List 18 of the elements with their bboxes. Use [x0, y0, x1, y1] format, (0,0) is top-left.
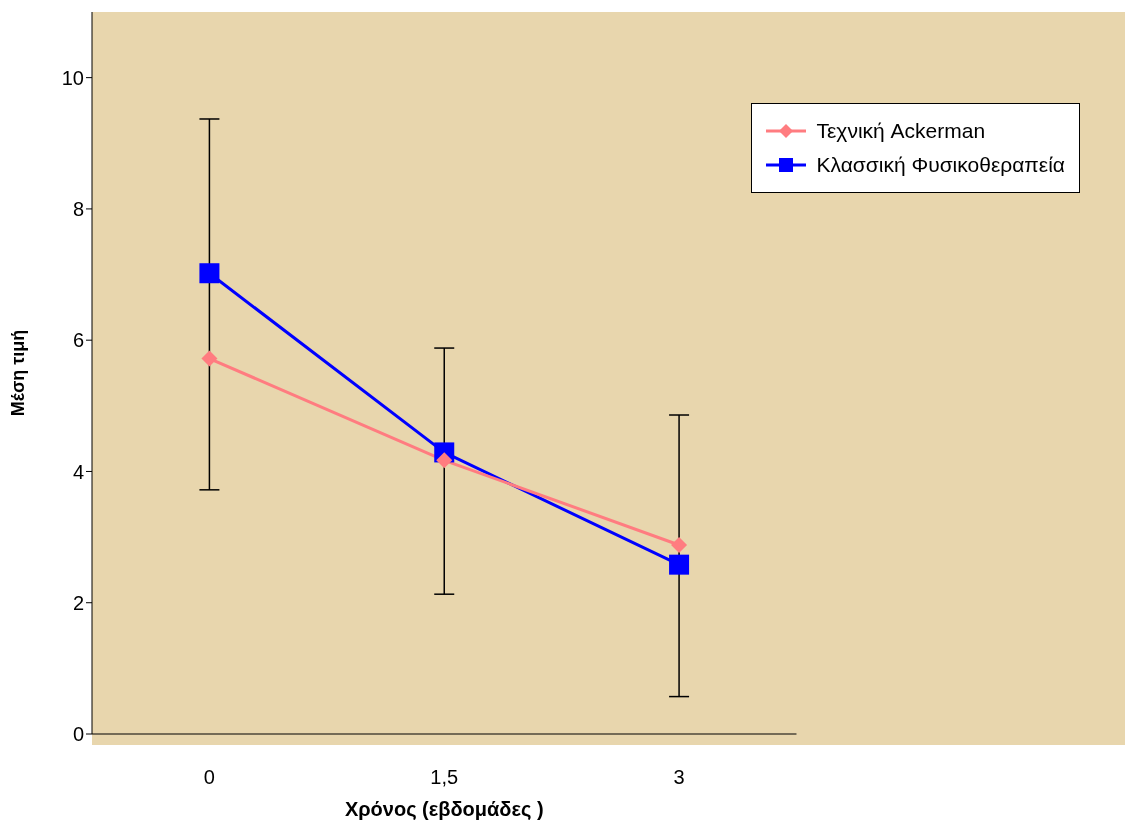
- y-tick-label: 8: [72, 198, 84, 221]
- x-tick-label: 3: [673, 766, 685, 789]
- x-tick-label: 1,5: [430, 766, 459, 789]
- legend-label: Κλασσική Φυσικοθεραπεία: [816, 152, 1065, 178]
- point: [436, 452, 453, 469]
- point: [201, 350, 218, 367]
- x-tick-label: 0: [203, 766, 215, 789]
- y-tick-label: 6: [72, 329, 84, 352]
- point: [671, 536, 688, 553]
- y-tick-label: 4: [72, 460, 84, 483]
- point: [669, 554, 690, 575]
- point: [199, 263, 220, 284]
- y-tick-label: 10: [61, 66, 84, 89]
- y-axis-title: Μέση τιμή: [8, 329, 29, 417]
- legend-label: Τεχνική Ackerman: [816, 118, 986, 144]
- y-tick-label: 0: [72, 723, 84, 746]
- x-axis-title: Χρόνος (εβδομάδες ): [344, 798, 544, 820]
- y-tick-label: 2: [72, 591, 84, 614]
